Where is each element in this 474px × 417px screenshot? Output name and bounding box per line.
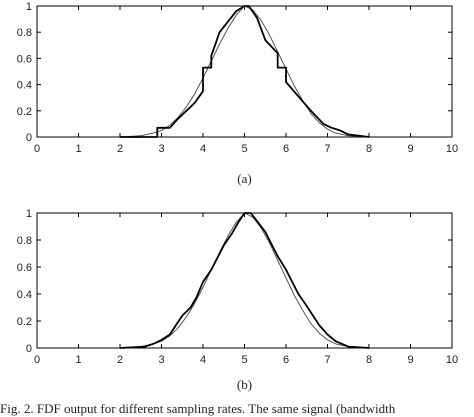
x-tick-label: 8 <box>366 354 372 366</box>
y-tick-label: 0.2 <box>17 106 32 118</box>
plot-frame <box>36 5 453 138</box>
x-tick-label: 7 <box>324 143 330 155</box>
series-line-output <box>119 212 370 349</box>
plot-panel-a: 0 1 2 3 4 5 6 7 8 9 10 0 0.2 0.4 0.6 0.8 1 (a) <box>17 1 458 186</box>
y-tick-label: 0.6 <box>17 262 32 274</box>
y-tick-label: 0.6 <box>17 53 32 65</box>
x-tick-label: 2 <box>117 354 123 366</box>
figure-caption: Fig. 2. FDF output for different samplin… <box>0 401 396 416</box>
x-tick-label: 3 <box>158 143 164 155</box>
x-tick-label: 10 <box>446 354 458 366</box>
x-tick-label: 2 <box>117 143 123 155</box>
series-line-reference <box>119 212 370 349</box>
y-tick-label: 0.4 <box>17 289 32 301</box>
y-tick-label: 0.4 <box>17 80 32 92</box>
y-tick-label: 0.2 <box>17 316 32 328</box>
x-tick-label: 4 <box>200 354 206 366</box>
x-tick-label: 1 <box>75 143 81 155</box>
y-tick-label: 0 <box>26 132 32 144</box>
y-tick-label: 1 <box>26 1 32 13</box>
x-tick-label: 0 <box>34 143 40 155</box>
x-tick-label: 3 <box>158 354 164 366</box>
x-tick-label: 0 <box>34 354 40 366</box>
x-tick-label: 6 <box>283 354 289 366</box>
x-tick-label: 9 <box>407 354 413 366</box>
series-line-output <box>120 5 370 138</box>
x-tick-label: 4 <box>200 143 206 155</box>
x-tick-label: 5 <box>241 354 247 366</box>
series-line-reference <box>119 5 370 138</box>
subfigure-label-b: (b) <box>237 377 252 392</box>
x-tick-label: 9 <box>407 143 413 155</box>
y-tick-label: 1 <box>26 208 32 220</box>
x-tick-label: 8 <box>366 143 372 155</box>
y-tick-label: 0.8 <box>17 27 32 39</box>
y-tick-label: 0.8 <box>17 235 32 247</box>
x-tick-label: 6 <box>283 143 289 155</box>
subfigure-label-a: (a) <box>237 171 251 186</box>
x-tick-label: 5 <box>241 143 247 155</box>
x-tick-label: 10 <box>446 143 458 155</box>
plot-panel-b: 0 1 2 3 4 5 6 7 8 9 10 0 0.2 0.4 0.6 0.8 1 (b) <box>17 208 458 392</box>
plot-frame <box>36 212 453 349</box>
y-tick-label: 0 <box>26 343 32 355</box>
x-tick-label: 7 <box>324 354 330 366</box>
x-tick-label: 1 <box>75 354 81 366</box>
